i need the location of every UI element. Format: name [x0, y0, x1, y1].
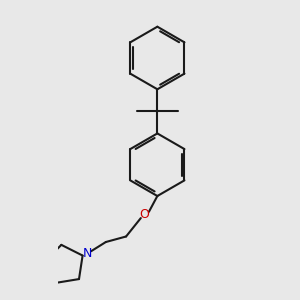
Text: N: N [83, 247, 92, 260]
Text: O: O [140, 208, 149, 221]
